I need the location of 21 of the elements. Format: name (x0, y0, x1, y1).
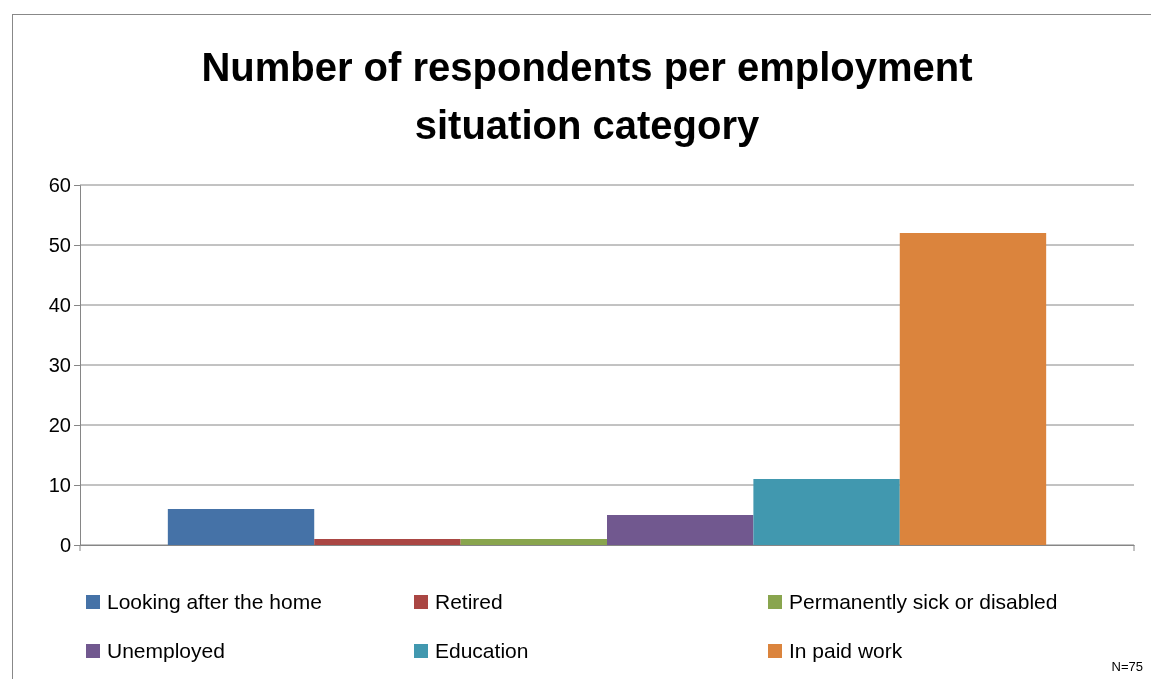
y-tick-label: 50 (48, 233, 71, 256)
chart-title: Number of respondents per employment situation category (201, 45, 973, 147)
legend-label: Education (435, 639, 529, 662)
legend-label: In paid work (789, 639, 903, 662)
bar (899, 233, 1047, 545)
bar (167, 509, 315, 545)
y-tick-label: 10 (48, 473, 71, 496)
bar (460, 539, 607, 545)
y-tick-label: 20 (48, 413, 71, 436)
y-tick-label: 30 (48, 353, 71, 376)
y-tick-label: 0 (59, 533, 71, 556)
bar (753, 479, 900, 545)
legend-label: Looking after the home (107, 590, 322, 613)
y-tick-label: 40 (48, 293, 71, 316)
legend-label: Permanently sick or disabled (789, 590, 1058, 613)
text: N=75 (1111, 659, 1143, 674)
bar (314, 539, 461, 545)
y-tick-label: 60 (48, 173, 71, 196)
legend-label: Retired (435, 590, 503, 613)
bar (607, 515, 754, 545)
legend-label: Unemployed (107, 639, 225, 662)
